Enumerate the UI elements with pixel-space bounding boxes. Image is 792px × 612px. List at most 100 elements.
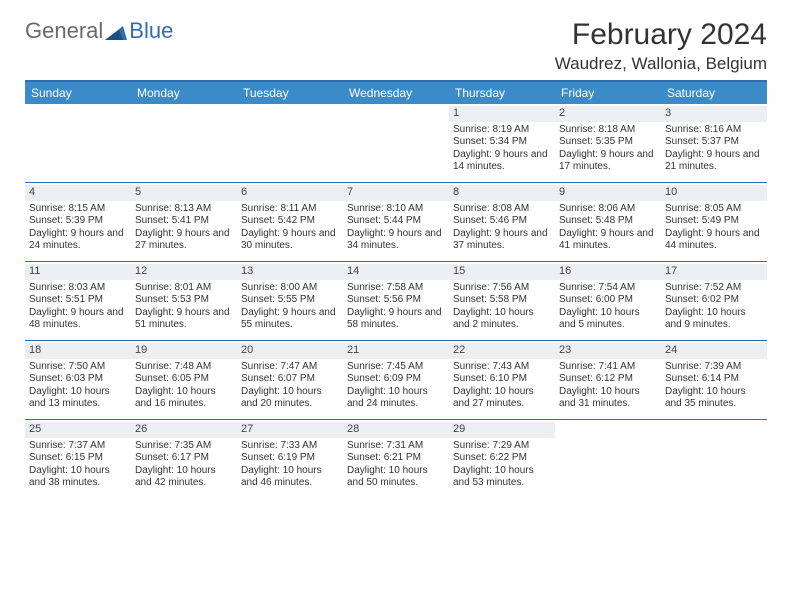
sunset-text: Sunset: 6:09 PM [347,373,445,386]
daylight-text: Daylight: 9 hours and 30 minutes. [241,228,339,253]
sunrise-text: Sunrise: 8:05 AM [665,203,763,216]
sunrise-text: Sunrise: 8:06 AM [559,203,657,216]
dayheader-thursday: Thursday [449,82,555,104]
day-cell: 8Sunrise: 8:08 AMSunset: 5:46 PMDaylight… [449,183,555,261]
day-number [237,106,343,108]
day-cell: 27Sunrise: 7:33 AMSunset: 6:19 PMDayligh… [237,420,343,498]
day-number: 19 [131,343,237,359]
sunrise-text: Sunrise: 8:19 AM [453,124,551,137]
sunset-text: Sunset: 6:07 PM [241,373,339,386]
day-cell: 10 Sunrise: 8:05 AMSunset: 5:49 PMDayligh… [661,183,767,261]
daylight-text: Daylight: 9 hours and 55 minutes. [241,307,339,332]
day-cell: 5Sunrise: 8:13 AMSunset: 5:41 PMDaylight… [131,183,237,261]
sunset-text: Sunset: 6:02 PM [665,294,763,307]
dayheader-sunday: Sunday [25,82,131,104]
day-number: 2 [555,106,661,122]
weeks-container: 1Sunrise: 8:19 AMSunset: 5:34 PMDaylight… [25,104,767,498]
daylight-text: Daylight: 10 hours and 5 minutes. [559,307,657,332]
daylight-text: Daylight: 9 hours and 21 minutes. [665,149,763,174]
daylight-text: Daylight: 9 hours and 51 minutes. [135,307,233,332]
sunset-text: Sunset: 5:46 PM [453,215,551,228]
day-number: 26 [131,422,237,438]
daylight-text: Daylight: 9 hours and 44 minutes. [665,228,763,253]
sunset-text: Sunset: 6:17 PM [135,452,233,465]
day-number [25,106,131,108]
sunset-text: Sunset: 5:44 PM [347,215,445,228]
day-cell: 15Sunrise: 7:56 AMSunset: 5:58 PMDayligh… [449,262,555,340]
day-number: 20 [237,343,343,359]
day-cell: 18Sunrise: 7:50 AMSunset: 6:03 PMDayligh… [25,341,131,419]
sunrise-text: Sunrise: 8:15 AM [29,203,127,216]
day-cell: 1Sunrise: 8:19 AMSunset: 5:34 PMDaylight… [449,104,555,182]
sunset-text: Sunset: 5:51 PM [29,294,127,307]
day-cell [237,104,343,182]
day-number [661,422,767,424]
sunrise-text: Sunrise: 7:54 AM [559,282,657,295]
day-number: 11 [25,264,131,280]
sunrise-text: Sunrise: 8:00 AM [241,282,339,295]
day-number: 12 [131,264,237,280]
sunrise-text: Sunrise: 7:31 AM [347,440,445,453]
day-cell: 19Sunrise: 7:48 AMSunset: 6:05 PMDayligh… [131,341,237,419]
daylight-text: Daylight: 10 hours and 13 minutes. [29,386,127,411]
calendar: Sunday Monday Tuesday Wednesday Thursday… [25,80,767,498]
sunrise-text: Sunrise: 7:45 AM [347,361,445,374]
day-number: 8 [449,185,555,201]
daylight-text: Daylight: 9 hours and 14 minutes. [453,149,551,174]
day-number: 14 [343,264,449,280]
day-cell: 28Sunrise: 7:31 AMSunset: 6:21 PMDayligh… [343,420,449,498]
title-block: February 2024 Waudrez, Wallonia, Belgium [555,18,767,74]
daylight-text: Daylight: 10 hours and 27 minutes. [453,386,551,411]
month-title: February 2024 [555,18,767,52]
sunrise-text: Sunrise: 7:33 AM [241,440,339,453]
day-number [131,106,237,108]
sunset-text: Sunset: 6:14 PM [665,373,763,386]
daylight-text: Daylight: 9 hours and 58 minutes. [347,307,445,332]
sunset-text: Sunset: 5:48 PM [559,215,657,228]
sunset-text: Sunset: 5:42 PM [241,215,339,228]
day-number: 23 [555,343,661,359]
day-number: 4 [25,185,131,201]
day-number: 24 [661,343,767,359]
day-cell [25,104,131,182]
sunset-text: Sunset: 5:53 PM [135,294,233,307]
sunset-text: Sunset: 5:39 PM [29,215,127,228]
day-cell: 17Sunrise: 7:52 AMSunset: 6:02 PMDayligh… [661,262,767,340]
header: General Blue February 2024 Waudrez, Wall… [25,18,767,74]
dayheader-wednesday: Wednesday [343,82,449,104]
day-number: 29 [449,422,555,438]
day-cell: 13 Sunrise: 8:00 AMSunset: 5:55 PMDayligh… [237,262,343,340]
dayheader-monday: Monday [131,82,237,104]
daylight-text: Daylight: 10 hours and 20 minutes. [241,386,339,411]
day-number: 7 [343,185,449,201]
day-number: 18 [25,343,131,359]
logo-text-general: General [25,18,103,44]
day-number: 13 [237,264,343,280]
day-number: 10 [661,185,767,201]
sunset-text: Sunset: 5:49 PM [665,215,763,228]
daylight-text: Daylight: 10 hours and 38 minutes. [29,465,127,490]
day-number: 15 [449,264,555,280]
sunrise-text: Sunrise: 7:41 AM [559,361,657,374]
sunset-text: Sunset: 5:34 PM [453,136,551,149]
sunrise-text: Sunrise: 7:50 AM [29,361,127,374]
day-cell: 24Sunrise: 7:39 AMSunset: 6:14 PMDayligh… [661,341,767,419]
sunrise-text: Sunrise: 7:37 AM [29,440,127,453]
sunrise-text: Sunrise: 8:01 AM [135,282,233,295]
location: Waudrez, Wallonia, Belgium [555,54,767,74]
daylight-text: Daylight: 9 hours and 24 minutes. [29,228,127,253]
sunrise-text: Sunrise: 8:18 AM [559,124,657,137]
sunset-text: Sunset: 6:00 PM [559,294,657,307]
day-number: 17 [661,264,767,280]
day-number: 6 [237,185,343,201]
sunset-text: Sunset: 6:21 PM [347,452,445,465]
sunset-text: Sunset: 6:05 PM [135,373,233,386]
sunset-text: Sunset: 5:55 PM [241,294,339,307]
daylight-text: Daylight: 10 hours and 16 minutes. [135,386,233,411]
day-cell: 20Sunrise: 7:47 AMSunset: 6:07 PMDayligh… [237,341,343,419]
daylight-text: Daylight: 9 hours and 37 minutes. [453,228,551,253]
daylight-text: Daylight: 10 hours and 24 minutes. [347,386,445,411]
day-cell: 14Sunrise: 7:58 AMSunset: 5:56 PMDayligh… [343,262,449,340]
sunrise-text: Sunrise: 7:29 AM [453,440,551,453]
daylight-text: Daylight: 10 hours and 42 minutes. [135,465,233,490]
